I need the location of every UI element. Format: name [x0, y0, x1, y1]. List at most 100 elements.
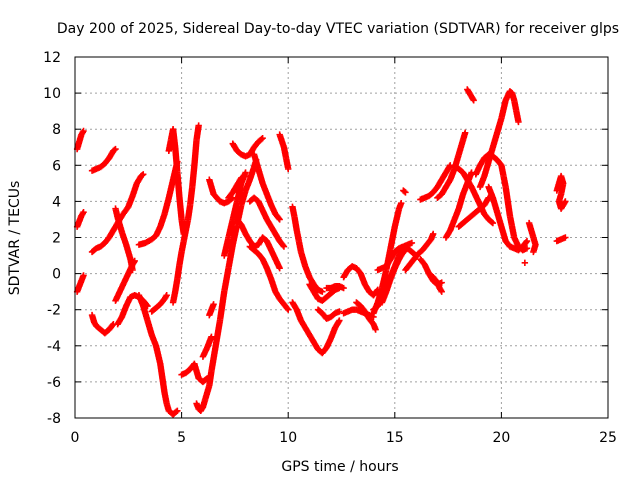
series-arc30	[289, 299, 343, 357]
series-marks	[554, 174, 568, 211]
series-arc29	[289, 203, 326, 295]
x-tick-label: 25	[599, 430, 617, 446]
series-marks	[379, 246, 419, 305]
series-arc08	[110, 171, 147, 234]
grid	[75, 57, 608, 418]
series-marks	[165, 127, 187, 236]
series-marks	[110, 172, 146, 233]
series-marks	[193, 158, 259, 414]
series-marks	[206, 302, 217, 317]
series-arc51	[472, 151, 531, 254]
series-arc24	[246, 194, 288, 250]
series-arc52	[476, 88, 522, 191]
series-arc23	[225, 172, 249, 201]
series-arc22	[229, 135, 266, 160]
series-arc13	[148, 292, 170, 315]
series-marks	[74, 273, 87, 294]
series-marks	[307, 282, 342, 304]
series-marks	[74, 210, 87, 229]
chart-title: Day 200 of 2025, Sidereal Day-to-day VTE…	[57, 21, 619, 37]
series-arc15	[169, 122, 202, 306]
series-arc03	[73, 272, 87, 295]
y-tick-label: 2	[52, 231, 61, 247]
series-arc26	[233, 216, 283, 272]
x-axis-label: GPS time / hours	[281, 459, 398, 475]
series-arc19	[206, 301, 217, 319]
series-arc55	[521, 259, 529, 266]
y-tick-label: 6	[52, 158, 61, 174]
data-point	[402, 189, 409, 196]
x-tick-label: 10	[279, 430, 297, 446]
series-marks	[149, 293, 170, 314]
series-arc12	[135, 292, 181, 418]
series-marks	[200, 334, 215, 359]
series-marks	[90, 146, 118, 174]
series-arc41	[402, 230, 437, 274]
series-arc54	[525, 219, 539, 256]
series-marks	[464, 87, 477, 103]
series-marks	[418, 163, 453, 203]
series-marks	[555, 234, 568, 244]
series-marks	[354, 300, 379, 332]
series-marks	[247, 195, 287, 249]
series-marks	[251, 152, 283, 222]
series-arc10	[112, 257, 138, 304]
series-marks	[477, 88, 522, 189]
series-arc57	[553, 234, 569, 245]
series-arc33	[323, 283, 347, 292]
series-marks	[89, 228, 116, 255]
series-marks	[230, 135, 265, 159]
y-axis-label: SDTVAR / TECUs	[7, 181, 23, 296]
y-tick-label: 0	[52, 267, 61, 283]
series-arc56	[553, 172, 569, 212]
series-marks	[170, 123, 202, 305]
series-marks	[426, 271, 445, 294]
series-marks	[289, 205, 325, 295]
x-tick-label: 20	[492, 430, 510, 446]
y-tick-label: 4	[52, 194, 61, 210]
series-marks	[247, 244, 291, 312]
series-marks	[403, 232, 436, 273]
x-tick-label: 5	[177, 430, 186, 446]
series-arc25	[250, 151, 283, 223]
y-tick-label: -6	[47, 375, 61, 391]
series-marks	[452, 163, 496, 226]
series-marks	[276, 132, 292, 171]
series-arc06	[88, 311, 117, 337]
y-tick-label: 12	[43, 50, 61, 66]
series-arc27	[246, 243, 292, 313]
series-arc45	[417, 162, 454, 203]
series-arc32	[314, 306, 343, 322]
data-point	[521, 259, 529, 266]
series-arc50	[464, 86, 477, 104]
y-tick-label: 8	[52, 122, 61, 138]
x-tick-label: 0	[71, 430, 80, 446]
x-tick-label: 15	[386, 430, 404, 446]
series-marks	[206, 177, 235, 206]
axis-ticks: 0 5 10 15 20 25 -8 -6 -4 -2 0 2 4 6 8 10 12	[43, 50, 617, 446]
series-arc28	[276, 131, 292, 173]
series-arc04	[88, 145, 119, 174]
series-marks	[112, 258, 138, 303]
series-marks	[226, 173, 248, 200]
data-points	[73, 86, 569, 418]
series-arc44	[400, 187, 409, 196]
series-marks	[289, 300, 342, 356]
series-marks	[315, 307, 342, 322]
series-marks	[473, 151, 529, 253]
series-marks	[74, 129, 87, 151]
y-tick-label: -8	[47, 411, 61, 427]
series-marks	[179, 361, 210, 385]
series-arc49	[451, 162, 497, 227]
series-marks	[89, 313, 116, 336]
series-arc53	[485, 183, 531, 254]
series-marks	[341, 263, 381, 298]
series-arc43	[425, 270, 445, 295]
series-arc18	[199, 333, 215, 360]
series-marks	[136, 293, 180, 417]
series-marks	[401, 188, 408, 195]
series-marks	[485, 185, 530, 253]
y-tick-label: -2	[47, 303, 61, 319]
